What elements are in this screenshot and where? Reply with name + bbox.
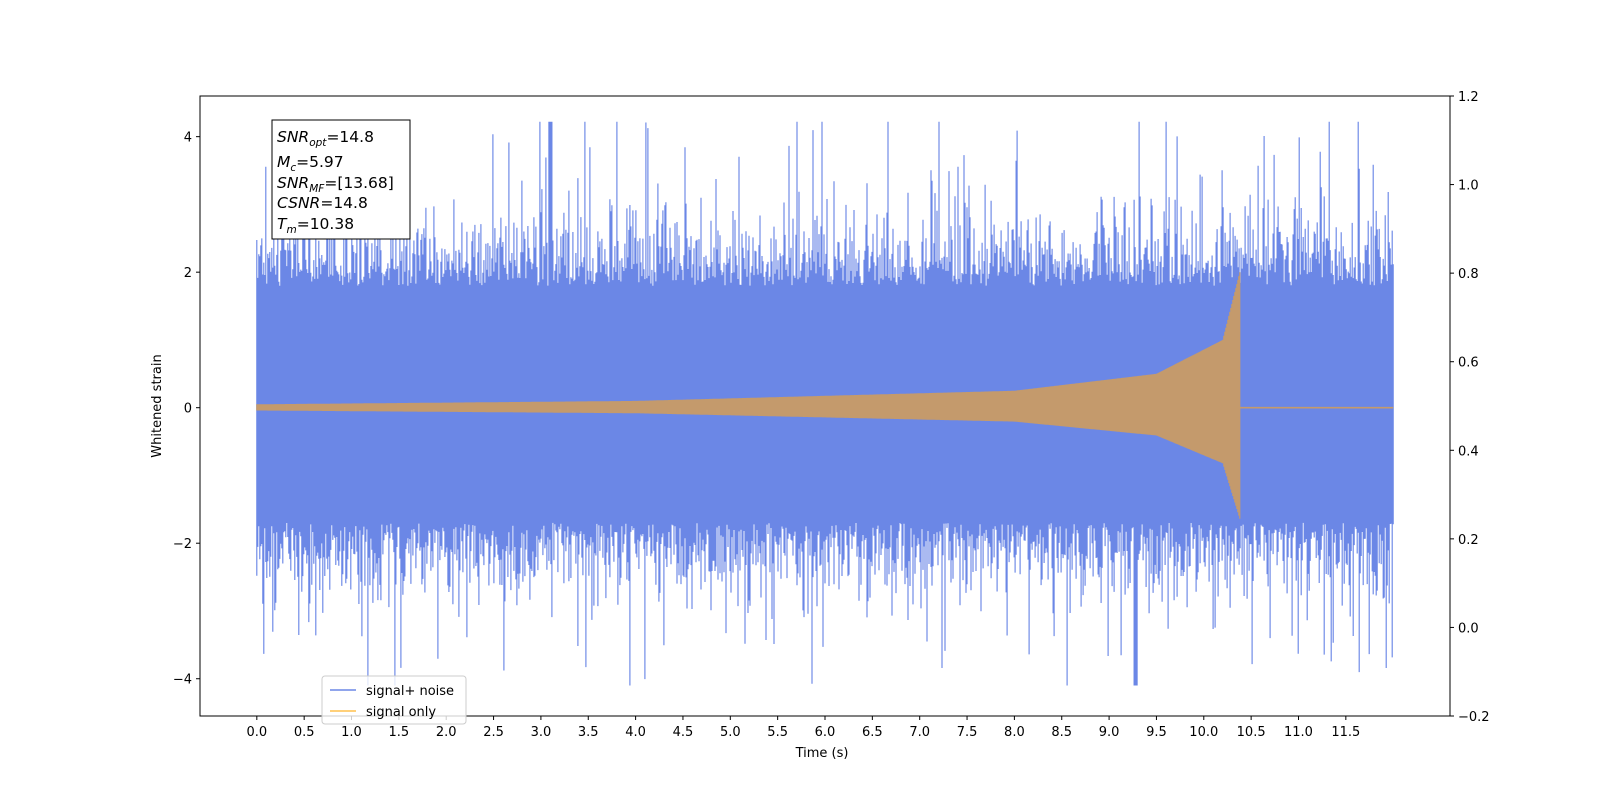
x-tick-label: 8.5: [1051, 725, 1072, 740]
annotation-line: Mc=5.97: [277, 153, 344, 174]
annotation-line: SNRMF=[13.68]: [277, 174, 394, 195]
annotation-box: SNRopt=14.8 Mc=5.97SNRMF=[13.68]CSNR=14.8…: [271, 119, 411, 240]
y-tick-label: 4: [184, 131, 192, 146]
x-tick-label: 9.5: [1146, 725, 1167, 740]
y2-tick-label: 1.2: [1458, 90, 1479, 105]
y-tick-label: −4: [173, 673, 192, 688]
y2-tick-label: −0.2: [1458, 710, 1490, 725]
x-tick-label: 8.0: [1004, 725, 1025, 740]
x-tick-label: 9.0: [1099, 725, 1120, 740]
x-tick-label: 0.5: [294, 725, 315, 740]
x-tick-label: 11.0: [1284, 725, 1313, 740]
x-tick-label: 10.5: [1237, 725, 1266, 740]
annotation-line: Tm=10.38: [277, 215, 354, 236]
annotation-line: CSNR=14.8: [277, 194, 368, 212]
y-tick-label: 0: [184, 402, 192, 417]
y-tick-label: −2: [173, 537, 192, 552]
signal-only-chirp: [256, 272, 1241, 519]
x-tick-label: 3.0: [531, 725, 552, 740]
x-tick-label: 4.0: [625, 725, 646, 740]
y2-tick-label: 0.8: [1458, 267, 1479, 282]
legend-label: signal+ noise: [366, 684, 454, 699]
x-tick-label: 6.5: [862, 725, 883, 740]
y-tick-label: 2: [184, 266, 192, 281]
x-tick-label: 0.0: [246, 725, 267, 740]
x-tick-label: 2.5: [483, 725, 504, 740]
x-tick-label: 5.0: [720, 725, 741, 740]
x-tick-label: 3.5: [578, 725, 599, 740]
x-tick-label: 1.0: [341, 725, 362, 740]
x-tick-label: 10.0: [1189, 725, 1218, 740]
signal-only-series: [256, 272, 1394, 519]
legend-label: signal only: [366, 705, 436, 720]
x-tick-label: 5.5: [767, 725, 788, 740]
y2-tick-label: 0.4: [1458, 444, 1479, 459]
x-tick-label: 2.0: [436, 725, 457, 740]
y2-tick-label: 1.0: [1458, 179, 1479, 194]
x-axis: 0.0 0.5 1.0 1.5 2.0 2.5 3.0 3.5 4.0 4.5 5.0 5.5 6.0 6…: [246, 716, 1360, 740]
y2-tick-label: 0.2: [1458, 533, 1479, 548]
x-tick-label: 1.5: [389, 725, 410, 740]
x-tick-label: 7.0: [909, 725, 930, 740]
legend: signal+ noise signal only: [321, 675, 467, 725]
y-axis-title: Whitened strain: [150, 354, 165, 457]
y-axis-right: 1.2 1.0 0.8 0.6 0.4 0.2 0.0 −0.2: [1450, 90, 1490, 725]
y2-tick-label: 0.6: [1458, 356, 1479, 371]
y-axis-left: 4 2 0 −2 −4: [173, 131, 200, 688]
annotation-line: SNRopt=14.8: [277, 128, 374, 149]
x-tick-label: 11.5: [1331, 725, 1360, 740]
x-tick-label: 4.5: [673, 725, 694, 740]
x-tick-label: 6.0: [815, 725, 836, 740]
y2-tick-label: 0.0: [1458, 621, 1479, 636]
x-tick-label: 7.5: [957, 725, 978, 740]
x-axis-title: Time (s): [795, 746, 849, 761]
